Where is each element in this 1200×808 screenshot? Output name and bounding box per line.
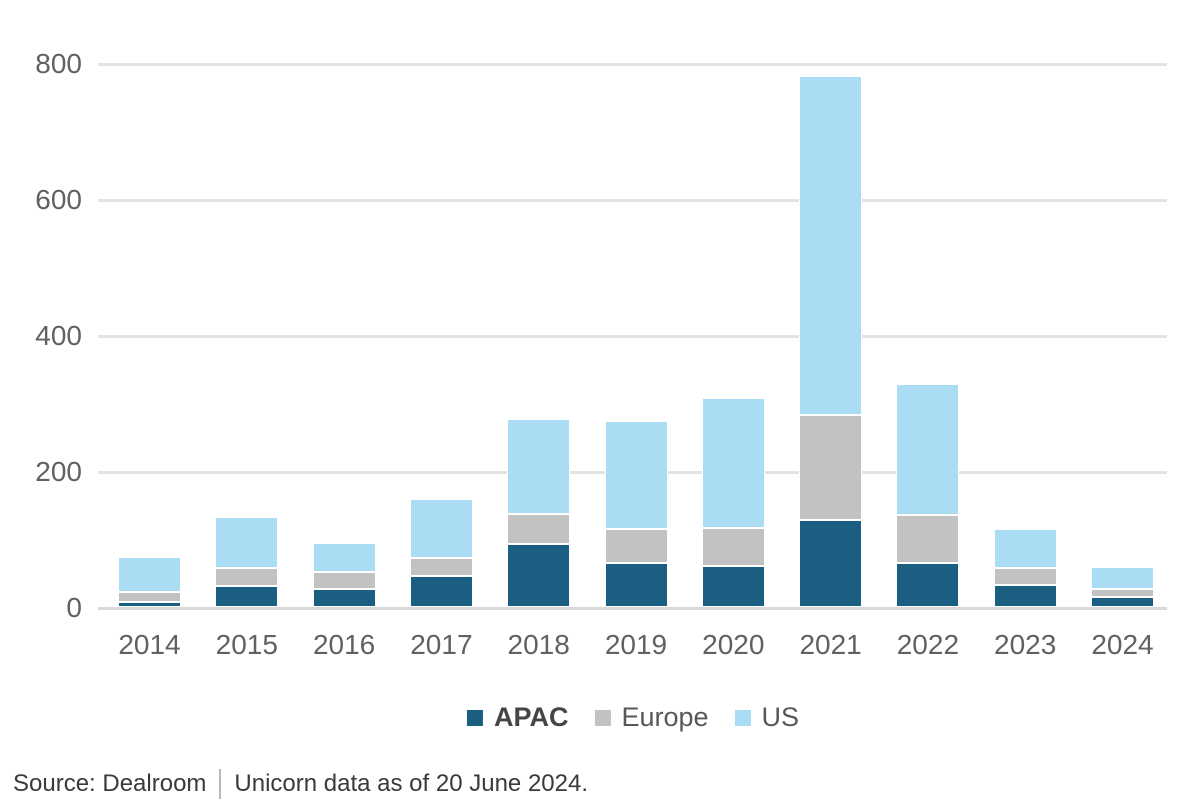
bar-segment-europe-2018 — [507, 513, 571, 545]
gridline-400 — [98, 334, 1167, 338]
bar-segment-us-2024 — [1091, 566, 1154, 589]
x-axis-line — [98, 606, 1167, 610]
bar-2019 — [604, 420, 668, 607]
x-axis-label-2014: 2014 — [118, 629, 181, 660]
x-axis-label-2015: 2015 — [215, 629, 278, 660]
bar-segment-europe-2017 — [409, 558, 473, 577]
legend-swatch-apac — [466, 709, 483, 726]
bar-segment-europe-2014 — [118, 592, 181, 603]
bar-segment-apac-2016 — [312, 588, 376, 607]
source-line: Source: Dealroom Unicorn data as of 20 J… — [13, 769, 588, 799]
bar-segment-europe-2024 — [1091, 588, 1154, 598]
x-axis-label-2016: 2016 — [312, 629, 376, 660]
y-axis-label-800: 800 — [35, 48, 82, 79]
bar-segment-us-2015 — [215, 517, 279, 569]
bar-segment-apac-2020 — [701, 565, 765, 607]
bar-2023 — [993, 528, 1057, 607]
bar-segment-apac-2017 — [409, 576, 473, 607]
x-axis-label-2019: 2019 — [604, 629, 668, 660]
bar-segment-europe-2022 — [896, 515, 960, 563]
bar-segment-us-2017 — [409, 498, 473, 559]
bar-segment-us-2020 — [701, 398, 765, 529]
y-axis-label-600: 600 — [35, 184, 82, 215]
source-note: Unicorn data as of 20 June 2024. — [234, 770, 588, 797]
x-axis-label-2021: 2021 — [799, 629, 862, 660]
bar-segment-europe-2019 — [604, 528, 668, 563]
bar-2018 — [507, 418, 571, 607]
gridline-600 — [98, 198, 1167, 202]
bar-segment-us-2021 — [799, 75, 863, 415]
bar-segment-europe-2016 — [312, 572, 376, 589]
bar-segment-europe-2021 — [799, 414, 863, 520]
bar-segment-apac-2021 — [799, 519, 863, 607]
bar-segment-apac-2024 — [1091, 597, 1154, 607]
legend-item-us: US — [734, 702, 800, 733]
legend-label-apac: APAC — [493, 702, 569, 732]
bar-segment-us-2023 — [993, 528, 1057, 569]
bar-segment-apac-2023 — [993, 584, 1057, 607]
bar-segment-apac-2019 — [604, 562, 668, 607]
legend-label-europe: Europe — [621, 702, 709, 732]
bar-segment-us-2019 — [604, 420, 668, 529]
bar-segment-apac-2014 — [118, 602, 181, 607]
legend-item-apac: APAC — [466, 702, 569, 733]
bar-segment-us-2018 — [507, 418, 571, 514]
chart-legend: APAC Europe US — [466, 702, 800, 733]
bar-segment-europe-2020 — [701, 528, 765, 566]
y-axis-label-400: 400 — [35, 320, 82, 351]
bar-2017 — [409, 498, 473, 607]
x-axis-label-2023: 2023 — [994, 629, 1057, 660]
bar-segment-europe-2015 — [215, 568, 279, 586]
source-text: Source: Dealroom — [13, 770, 207, 797]
x-axis-label-2020: 2020 — [702, 629, 765, 660]
y-axis-label-200: 200 — [35, 456, 82, 487]
legend-label-us: US — [761, 702, 800, 732]
bar-segment-apac-2022 — [896, 562, 960, 607]
separator-bar — [219, 769, 222, 799]
legend-swatch-us — [734, 709, 751, 726]
y-axis-label-0: 0 — [66, 592, 82, 623]
bar-segment-us-2016 — [312, 543, 376, 573]
bar-2024 — [1091, 566, 1154, 607]
bar-segment-us-2014 — [118, 556, 181, 593]
bar-2020 — [701, 398, 765, 607]
x-axis-label-2017: 2017 — [410, 629, 473, 660]
bar-2014 — [118, 556, 181, 607]
bar-segment-us-2022 — [896, 383, 960, 516]
bar-2016 — [312, 543, 376, 607]
legend-item-europe: Europe — [594, 702, 709, 733]
x-axis-label-2024: 2024 — [1091, 629, 1154, 660]
bar-2021 — [799, 75, 863, 607]
bar-2022 — [896, 383, 960, 607]
x-axis-label-2022: 2022 — [896, 629, 960, 660]
bar-segment-europe-2023 — [993, 568, 1057, 585]
legend-swatch-europe — [594, 709, 611, 726]
gridline-800 — [98, 62, 1167, 66]
bar-2015 — [215, 517, 279, 607]
bar-segment-apac-2018 — [507, 544, 571, 607]
x-axis-label-2018: 2018 — [507, 629, 570, 660]
bar-segment-apac-2015 — [215, 585, 279, 607]
